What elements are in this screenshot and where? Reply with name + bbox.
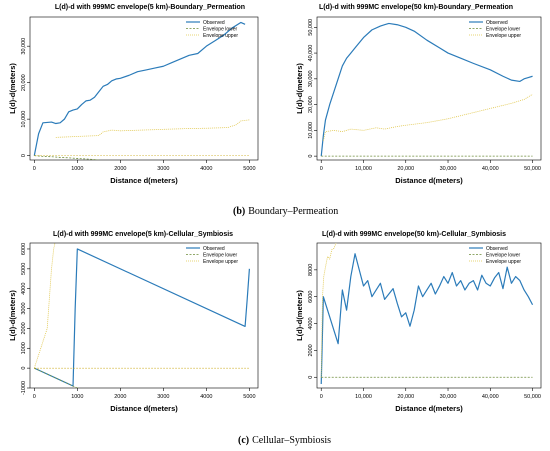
x-tick-label: 20,000 — [397, 394, 414, 400]
legend-entry: Envelope lower — [486, 26, 521, 32]
plot-frame — [316, 242, 542, 389]
panel-cellular-50km: L(d)-d with 999MC envelope(50 km)-Cellul… — [295, 231, 542, 413]
chart-title: L(d)-d with 999MC envelope(50 km)-Bounda… — [319, 4, 513, 11]
y-tick-label: 5000 — [21, 263, 27, 275]
y-tick-label: 3000 — [21, 302, 27, 314]
x-axis-label: Distance d(meters) — [395, 404, 463, 413]
y-tick-label: -1000 — [21, 381, 27, 395]
legend-entry: Envelope upper — [203, 259, 238, 265]
legend-entry: Envelope upper — [203, 33, 238, 39]
series-observed-line — [34, 248, 250, 387]
x-tick-label: 3000 — [157, 394, 169, 400]
legend-entry: Envelope upper — [486, 259, 521, 265]
y-tick-label: 8000 — [308, 264, 314, 276]
x-tick-label: 50,000 — [524, 394, 541, 400]
y-tick-label: 20,000 — [21, 74, 27, 91]
y-tick-label: 0 — [21, 367, 27, 370]
caption-b: (b) Boundary–Permeation — [233, 206, 338, 217]
plot-frame — [29, 16, 259, 161]
legend-entry: Observed — [486, 20, 508, 26]
series-envelope-upper-line — [322, 93, 533, 141]
x-tick-label: 0 — [320, 166, 323, 172]
panel-boundary-50km: L(d)-d with 999MC envelope(50 km)-Bounda… — [295, 4, 542, 185]
x-tick-label: 10,000 — [355, 394, 372, 400]
x-tick-label: 5000 — [243, 166, 255, 172]
panel-boundary-5km: L(d)-d with 999MC envelope(5 km)-Boundar… — [8, 4, 259, 185]
y-tick-label: 2000 — [21, 322, 27, 334]
x-tick-label: 30,000 — [440, 394, 457, 400]
plot-frame — [316, 16, 542, 161]
legend-entry: Envelope upper — [486, 33, 521, 39]
x-tick-label: 2000 — [114, 166, 126, 172]
x-tick-label: 50,000 — [524, 166, 541, 172]
y-tick-label: 2000 — [308, 344, 314, 356]
x-tick-label: 0 — [33, 394, 36, 400]
x-tick-label: 40,000 — [482, 394, 499, 400]
legend-entry: Observed — [203, 20, 225, 26]
x-tick-label: 3000 — [157, 166, 169, 172]
x-tick-label: 10,000 — [355, 166, 372, 172]
y-tick-label: 10,000 — [308, 122, 314, 139]
y-tick-label: 1000 — [21, 342, 27, 354]
chart-title: L(d)-d with 999MC envelope(50 km)-Cellul… — [322, 231, 506, 238]
series-envelope-lower-line — [34, 155, 99, 160]
y-tick-label: 6000 — [308, 291, 314, 303]
y-tick-label: 0 — [21, 154, 27, 157]
y-tick-label: 30,000 — [21, 38, 27, 55]
y-axis-label: L(d)-d(meters) — [295, 290, 304, 341]
legend-entry: Envelope lower — [203, 26, 238, 32]
y-axis-label: L(d)-d(meters) — [8, 63, 17, 114]
y-tick-label: 20,000 — [308, 96, 314, 113]
y-tick-label: 4000 — [308, 317, 314, 329]
y-axis-label: L(d)-d(meters) — [8, 290, 17, 341]
x-axis-label: Distance d(meters) — [110, 404, 178, 413]
plot-frame — [29, 242, 259, 389]
x-tick-label: 4000 — [200, 394, 212, 400]
y-tick-label: 6000 — [21, 243, 27, 255]
chart-title: L(d)-d with 999MC envelope(5 km)-Cellula… — [53, 231, 233, 238]
x-tick-label: 5000 — [243, 394, 255, 400]
x-axis-label: Distance d(meters) — [395, 176, 463, 185]
legend-entry: Observed — [203, 246, 225, 252]
caption-c: (c) Cellular–Symbiosis — [238, 435, 331, 446]
x-tick-label: 0 — [33, 166, 36, 172]
x-tick-label: 2000 — [114, 394, 126, 400]
legend-entry: Envelope lower — [486, 252, 521, 258]
panel-cellular-5km: L(d)-d with 999MC envelope(5 km)-Cellula… — [8, 231, 259, 413]
x-tick-label: 40,000 — [482, 166, 499, 172]
x-tick-label: 4000 — [200, 166, 212, 172]
y-tick-label: 40,000 — [308, 45, 314, 62]
series-envelope-upper-line — [55, 119, 250, 138]
x-tick-label: 1000 — [71, 394, 83, 400]
y-tick-label: 0 — [308, 376, 314, 379]
series-observed-line — [33, 21, 246, 156]
y-tick-label: 30,000 — [308, 70, 314, 87]
series-envelope-upper-line — [320, 243, 337, 378]
x-tick-label: 0 — [320, 394, 323, 400]
series-envelope-upper-line — [33, 243, 56, 369]
legend-entry: Envelope lower — [203, 252, 238, 258]
y-tick-label: 50,000 — [308, 19, 314, 36]
series-observed-line — [320, 22, 533, 157]
x-tick-label: 20,000 — [397, 166, 414, 172]
y-axis-label: L(d)-d(meters) — [295, 63, 304, 114]
series-observed-line — [320, 253, 534, 384]
x-tick-label: 1000 — [71, 166, 83, 172]
series-envelope-lower-line — [34, 367, 79, 388]
y-tick-label: 4000 — [21, 283, 27, 295]
y-tick-label: 0 — [308, 155, 314, 158]
x-tick-label: 30,000 — [440, 166, 457, 172]
y-tick-label: 10,000 — [21, 111, 27, 128]
x-axis-label: Distance d(meters) — [110, 176, 178, 185]
legend-entry: Observed — [486, 246, 508, 252]
chart-title: L(d)-d with 999MC envelope(5 km)-Boundar… — [55, 4, 245, 11]
